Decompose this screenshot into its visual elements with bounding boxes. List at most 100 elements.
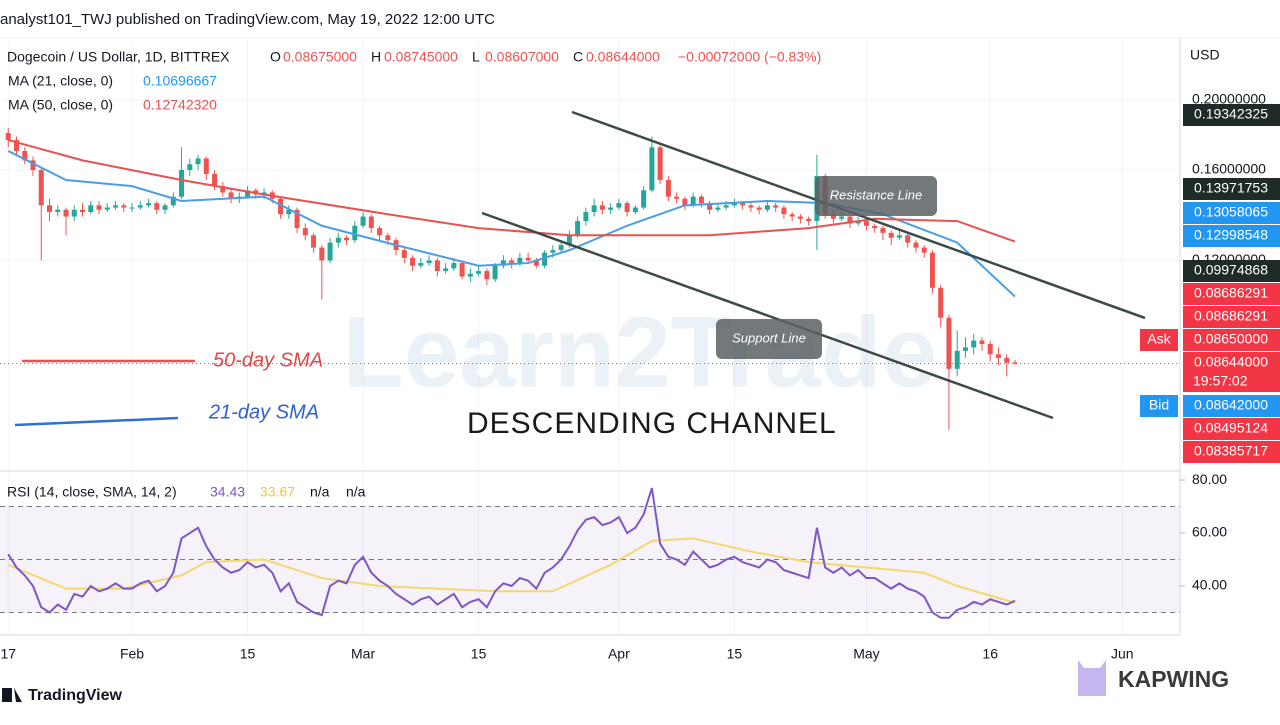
price-marker bbox=[1183, 225, 1280, 247]
price-tag: Ask bbox=[1147, 331, 1171, 347]
candle-body bbox=[22, 150, 28, 161]
candle-body bbox=[500, 260, 506, 266]
candle-body bbox=[872, 225, 878, 229]
candle-body bbox=[971, 340, 977, 348]
ma21-legend: MA (21, close, 0) bbox=[8, 73, 113, 89]
x-tick-label: Apr bbox=[608, 646, 630, 662]
candle-body bbox=[723, 205, 729, 208]
candle-body bbox=[880, 228, 886, 233]
candle-body bbox=[987, 343, 993, 355]
candle-body bbox=[80, 209, 86, 212]
price-marker bbox=[1183, 418, 1280, 440]
candle-body bbox=[88, 205, 94, 212]
ohlc-key: O bbox=[270, 49, 281, 65]
candle-body bbox=[550, 250, 556, 253]
tradingview-brand: TradingView bbox=[28, 687, 123, 704]
candle-body bbox=[616, 203, 622, 208]
candle-body bbox=[418, 263, 424, 266]
candle-body bbox=[599, 205, 605, 210]
candle-body bbox=[113, 205, 119, 208]
price-marker bbox=[1183, 283, 1280, 305]
axes: 17 Feb 15 Mar 15 Apr 15 May 16 Jun 0.20000000 0.160… bbox=[0, 91, 1280, 662]
candle-body bbox=[657, 147, 663, 181]
candle-body bbox=[509, 260, 515, 264]
ohlc-value: 0.08607000 bbox=[485, 49, 559, 65]
grid bbox=[0, 40, 1180, 635]
candle-body bbox=[938, 287, 944, 318]
ohlc-value: 0.08644000 bbox=[586, 49, 660, 65]
support-label: Support Line bbox=[732, 330, 806, 345]
candle-body bbox=[129, 207, 135, 209]
candle-body bbox=[624, 203, 630, 212]
candle-body bbox=[434, 260, 440, 272]
candle-body bbox=[731, 203, 737, 206]
kapwing-brand: KAPWING bbox=[1118, 666, 1229, 692]
rsi-line bbox=[7, 487, 1016, 619]
candle-body bbox=[228, 192, 234, 199]
candle-body bbox=[261, 192, 267, 195]
candle-body bbox=[377, 228, 383, 236]
price-marker-label: 0.08385717 bbox=[1194, 443, 1268, 459]
candle-body bbox=[954, 350, 960, 369]
candle-body bbox=[195, 158, 201, 165]
price-marker-label: 0.08686291 bbox=[1194, 308, 1268, 324]
candle-body bbox=[401, 250, 407, 258]
price-marker-label: 0.08644000 bbox=[1194, 354, 1268, 370]
candle-body bbox=[649, 147, 655, 191]
candle-body bbox=[203, 158, 209, 174]
rsi-extra: n/a bbox=[310, 484, 330, 500]
y-tick-label: 0.16000000 bbox=[1192, 161, 1266, 177]
rsi-legend: RSI (14, close, SMA, 14, 2) bbox=[7, 484, 177, 500]
price-marker bbox=[1183, 329, 1280, 351]
candle-body bbox=[905, 235, 911, 243]
candle-body bbox=[104, 207, 110, 210]
candle-body bbox=[979, 340, 985, 344]
rsi-extra: n/a bbox=[346, 484, 366, 500]
price-marker bbox=[1183, 202, 1280, 224]
candle-body bbox=[278, 198, 284, 215]
candle-body bbox=[830, 214, 836, 219]
rsi-tick-label: 40.00 bbox=[1192, 577, 1227, 593]
candle-body bbox=[740, 203, 746, 206]
candle-body bbox=[484, 271, 490, 280]
candle-body bbox=[583, 211, 589, 222]
candle-body bbox=[63, 209, 69, 217]
candle-body bbox=[558, 245, 564, 251]
candle-body bbox=[286, 209, 292, 215]
rsi-sma-line bbox=[7, 537, 1016, 604]
x-tick-label: Feb bbox=[120, 646, 144, 662]
candle-body bbox=[1004, 357, 1010, 363]
kapwing-logo bbox=[1078, 660, 1106, 696]
price-marker-label: 0.12998548 bbox=[1194, 227, 1268, 243]
sma21-label: 21-day SMA bbox=[208, 401, 319, 423]
ohlc-value: 0.08745000 bbox=[384, 49, 458, 65]
support-trendline bbox=[481, 211, 1054, 420]
candle-body bbox=[839, 216, 845, 219]
candle-body bbox=[921, 247, 927, 253]
candle-body bbox=[575, 221, 581, 236]
rsi-tick-label: 80.00 bbox=[1192, 471, 1227, 487]
candle-body bbox=[789, 214, 795, 217]
candle-body bbox=[14, 140, 20, 151]
price-marker-label: 0.08686291 bbox=[1194, 285, 1268, 301]
candle-body bbox=[995, 354, 1001, 358]
ma50-value: 0.12742320 bbox=[143, 97, 217, 113]
price-marker-label: 0.08495124 bbox=[1194, 420, 1268, 436]
candle-body bbox=[146, 203, 152, 206]
rsi-tick-label: 60.00 bbox=[1192, 524, 1227, 540]
candle-body bbox=[451, 263, 457, 269]
candle-body bbox=[806, 218, 812, 222]
candle-body bbox=[566, 235, 572, 246]
candle-body bbox=[847, 216, 853, 224]
candle-body bbox=[212, 173, 218, 187]
candle-body bbox=[327, 242, 333, 261]
candle-body bbox=[335, 237, 341, 243]
y-tick-label: 0.20000000 bbox=[1192, 91, 1266, 107]
x-tick-label: Mar bbox=[351, 646, 375, 662]
sma21-swatch bbox=[14, 416, 179, 427]
candle-body bbox=[855, 221, 861, 224]
rsi-sma-value: 33.67 bbox=[260, 484, 295, 500]
candle-body bbox=[517, 257, 523, 264]
candle-body bbox=[187, 164, 193, 171]
candle-body bbox=[38, 170, 44, 206]
